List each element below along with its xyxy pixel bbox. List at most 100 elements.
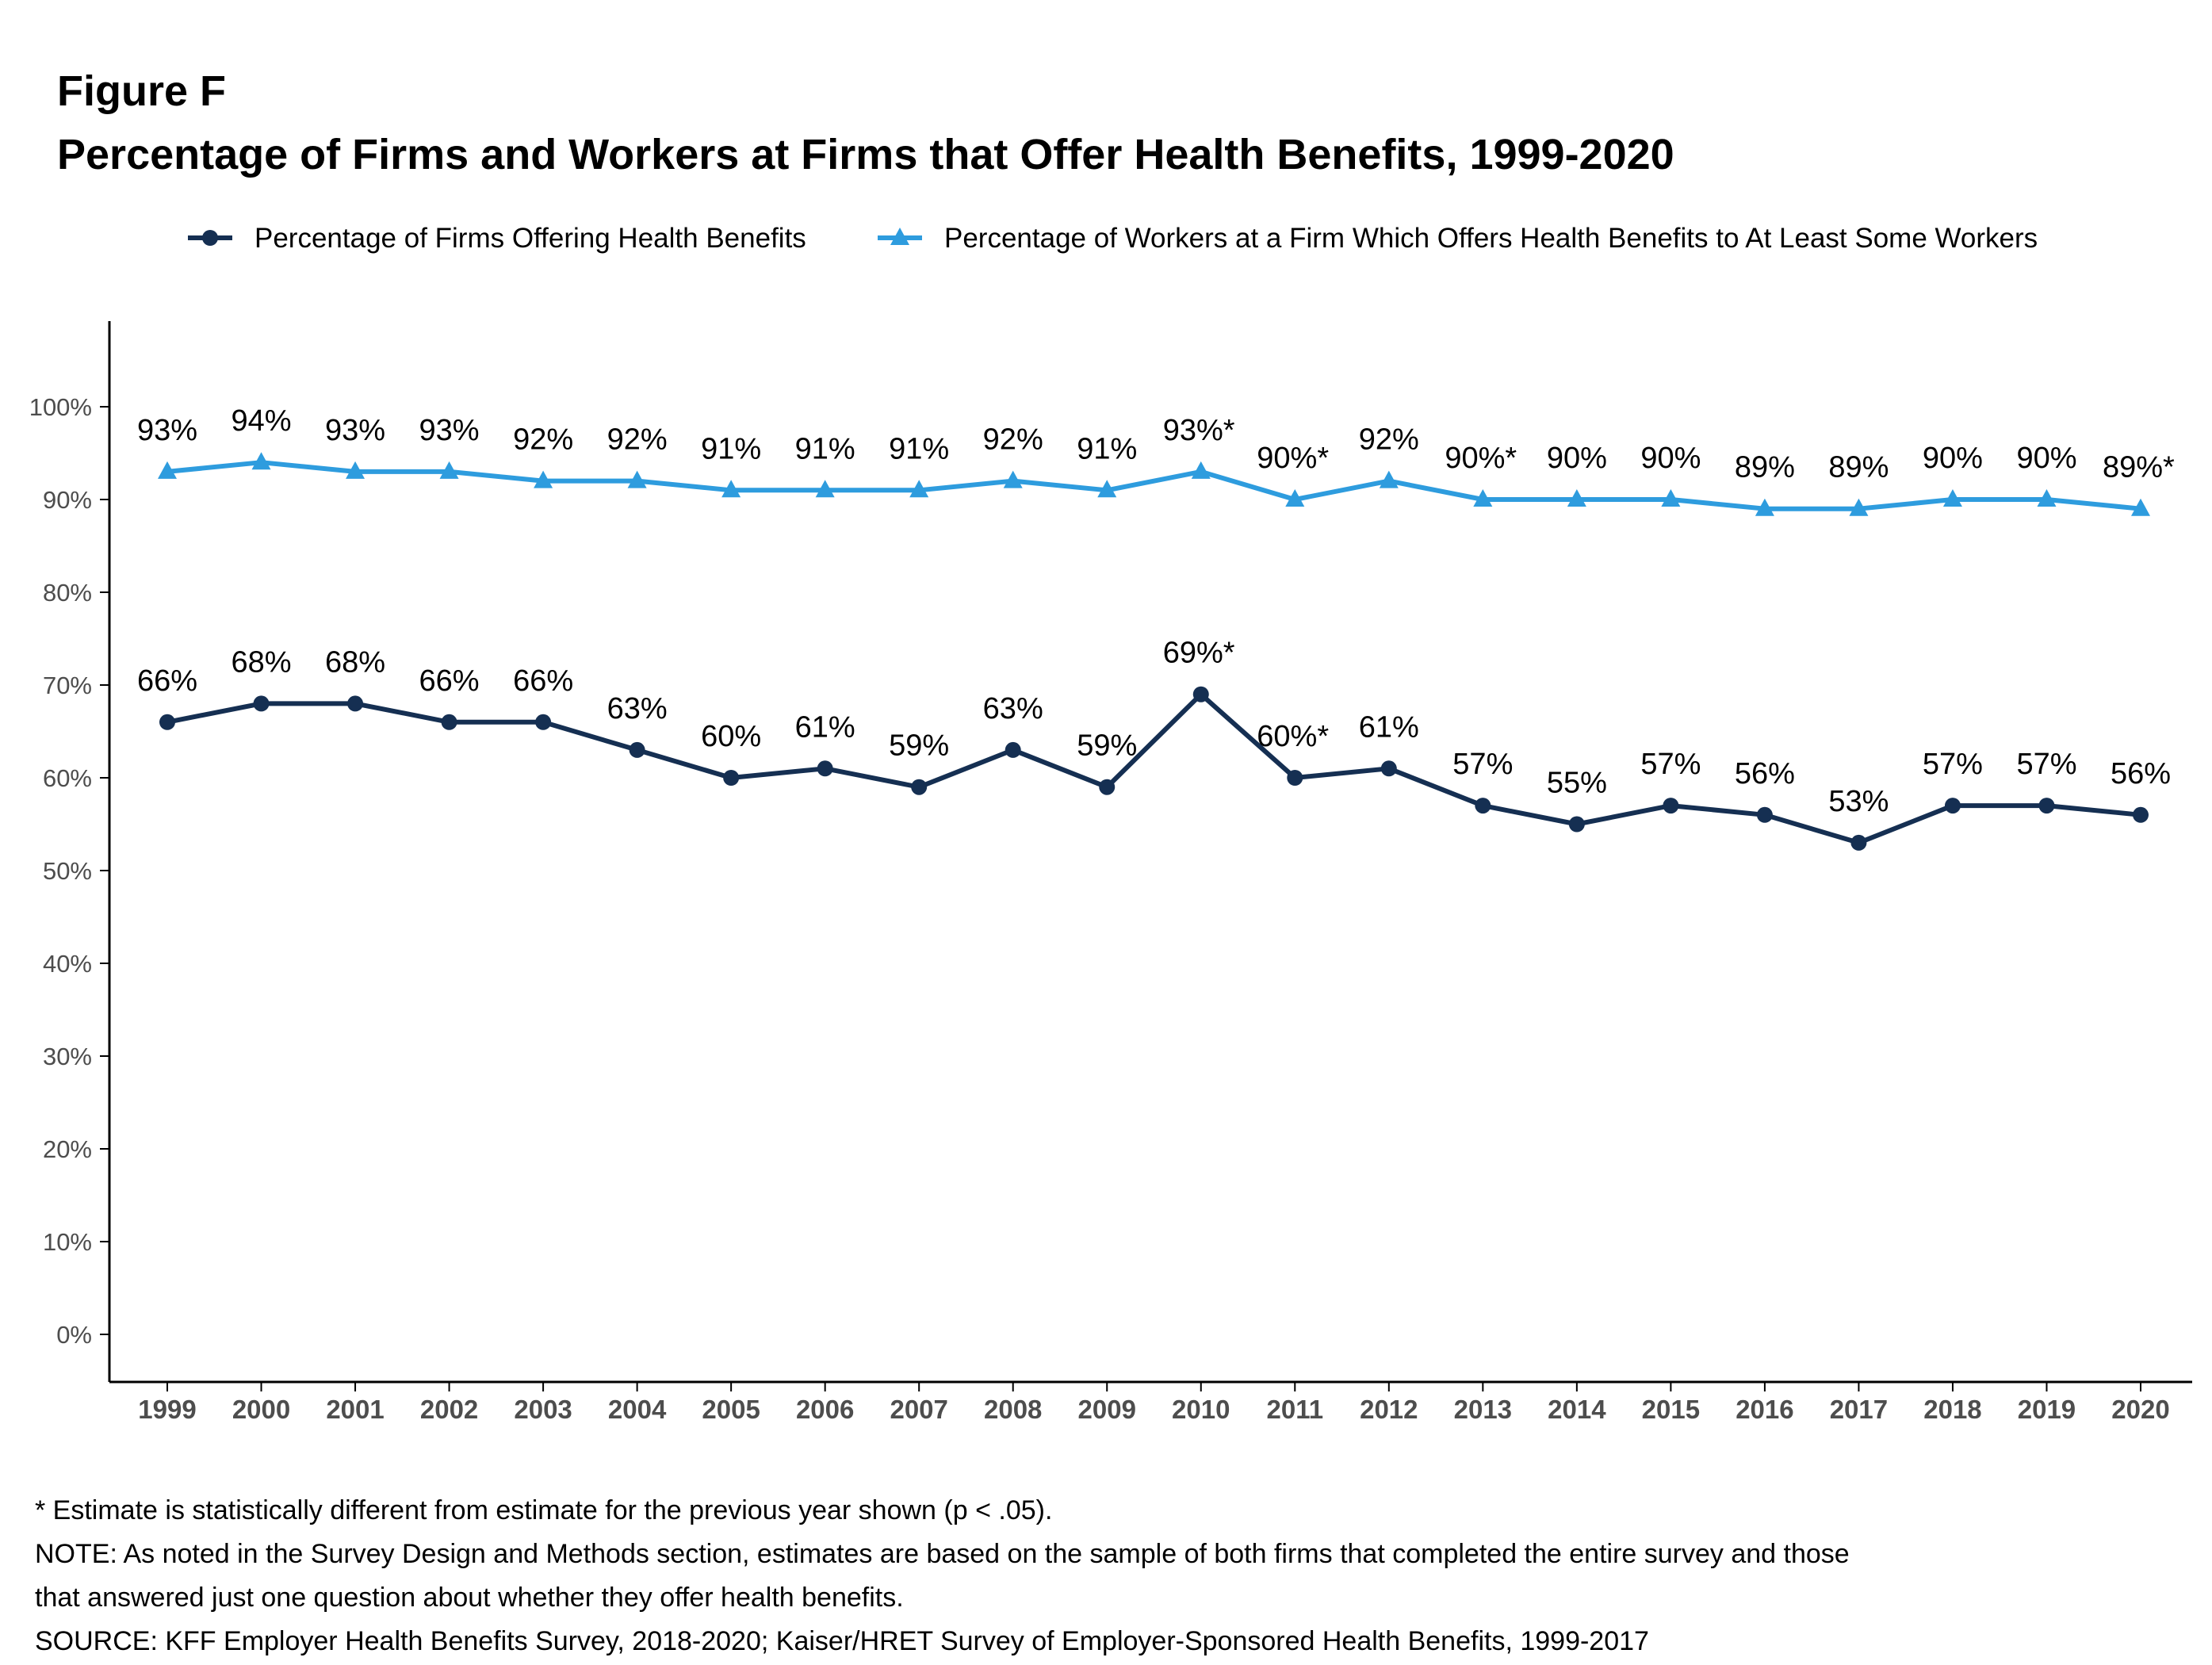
x-tick-label: 2006 bbox=[796, 1395, 854, 1424]
data-point bbox=[2131, 498, 2150, 516]
data-point bbox=[1003, 470, 1023, 488]
data-label: 93%* bbox=[1163, 414, 1235, 447]
data-point bbox=[1191, 461, 1211, 479]
data-point bbox=[1285, 489, 1305, 507]
data-label: 60%* bbox=[1257, 720, 1329, 753]
data-label: 69%* bbox=[1163, 637, 1235, 670]
data-point bbox=[347, 695, 364, 712]
data-label: 93% bbox=[325, 414, 385, 447]
data-point bbox=[441, 714, 457, 730]
data-label: 89% bbox=[1735, 451, 1795, 484]
y-tick-label: 50% bbox=[43, 857, 92, 885]
data-point bbox=[1849, 498, 1869, 516]
data-point bbox=[815, 480, 835, 498]
y-tick-label: 40% bbox=[43, 950, 92, 978]
data-label: 61% bbox=[1359, 710, 1419, 744]
x-tick-label: 2019 bbox=[2018, 1395, 2076, 1424]
data-point bbox=[1755, 498, 1774, 516]
data-point bbox=[1663, 798, 1679, 814]
x-tick-label: 2013 bbox=[1454, 1395, 1512, 1424]
data-point bbox=[535, 714, 552, 730]
data-label: 92% bbox=[607, 423, 668, 457]
figure-label: Figure F bbox=[57, 67, 226, 115]
data-label: 90%* bbox=[1257, 442, 1329, 475]
data-point bbox=[1475, 798, 1491, 814]
x-tick-label: 2012 bbox=[1360, 1395, 1418, 1424]
data-label: 90% bbox=[1923, 442, 1983, 475]
x-tick-label: 2009 bbox=[1078, 1395, 1136, 1424]
series-line-workers bbox=[166, 460, 2141, 511]
data-point bbox=[1850, 834, 1867, 851]
data-labels: 66% 68% 68% 66% 66% 63% 60% 61% 59% 63% 59% 69%* 60%… bbox=[137, 404, 2175, 818]
data-point bbox=[1287, 770, 1303, 786]
x-tick-label: 2003 bbox=[514, 1395, 572, 1424]
data-label: 94% bbox=[231, 404, 291, 438]
data-point bbox=[346, 461, 365, 479]
data-point bbox=[911, 779, 928, 795]
footnotes: * Estimate is statistically different fr… bbox=[35, 1489, 1850, 1663]
data-point bbox=[1380, 760, 1397, 777]
data-label: 91% bbox=[701, 432, 761, 465]
footnote-note: NOTE: As noted in the Survey Design and … bbox=[35, 1539, 1850, 1569]
data-label: 66% bbox=[513, 664, 573, 698]
data-point bbox=[251, 452, 271, 470]
data-label: 92% bbox=[513, 423, 573, 457]
data-point bbox=[1099, 779, 1116, 795]
data-point bbox=[1379, 470, 1399, 488]
data-point bbox=[1661, 489, 1681, 507]
y-tick-label: 80% bbox=[43, 579, 92, 607]
data-label: 55% bbox=[1547, 767, 1607, 800]
data-point bbox=[253, 695, 270, 712]
data-label: 90% bbox=[1547, 442, 1607, 475]
data-point bbox=[1473, 489, 1493, 507]
legend-marker-firms bbox=[202, 230, 218, 246]
line-chart: Percentage of Firms Offering Health Bene… bbox=[29, 223, 2192, 1424]
data-point bbox=[629, 741, 645, 758]
series-line-firms bbox=[166, 691, 2141, 845]
footnote-significance: * Estimate is statistically different fr… bbox=[35, 1495, 1053, 1525]
data-point bbox=[534, 470, 553, 488]
legend-marker-workers bbox=[890, 228, 909, 245]
y-tick-label: 90% bbox=[43, 486, 92, 514]
data-label: 90% bbox=[1640, 442, 1701, 475]
x-tick-label: 2011 bbox=[1266, 1395, 1323, 1424]
footnote-source: SOURCE: KFF Employer Health Benefits Sur… bbox=[35, 1626, 1649, 1656]
x-tick-label: 2005 bbox=[702, 1395, 760, 1424]
legend-label-workers: Percentage of Workers at a Firm Which Of… bbox=[944, 223, 2038, 254]
data-point bbox=[721, 480, 741, 498]
data-label: 93% bbox=[419, 414, 480, 447]
y-tick-label: 20% bbox=[43, 1135, 92, 1163]
data-point bbox=[158, 461, 177, 479]
data-point bbox=[2133, 806, 2149, 823]
data-label: 68% bbox=[231, 645, 291, 679]
data-point bbox=[1005, 741, 1021, 758]
data-label: 93% bbox=[137, 414, 197, 447]
x-tick-label: 2004 bbox=[608, 1395, 667, 1424]
data-label: 56% bbox=[2111, 757, 2171, 790]
data-label: 53% bbox=[1828, 785, 1889, 818]
data-point bbox=[439, 461, 459, 479]
y-tick-label: 70% bbox=[43, 672, 92, 699]
x-tick-label: 2018 bbox=[1923, 1395, 1981, 1424]
data-label: 59% bbox=[889, 729, 949, 763]
legend-label-firms: Percentage of Firms Offering Health Bene… bbox=[254, 223, 806, 254]
x-tick-label: 2002 bbox=[420, 1395, 478, 1424]
data-point bbox=[1192, 686, 1209, 702]
x-tick-label: 2007 bbox=[890, 1395, 947, 1424]
data-label: 68% bbox=[325, 645, 385, 679]
y-tick-label: 100% bbox=[29, 393, 92, 421]
data-point bbox=[2037, 489, 2057, 507]
data-label: 66% bbox=[419, 664, 480, 698]
data-label: 90% bbox=[2016, 442, 2076, 475]
data-point bbox=[1944, 798, 1961, 814]
data-point bbox=[1942, 489, 1962, 507]
x-tick-label: 2001 bbox=[326, 1395, 384, 1424]
x-tick-label: 2010 bbox=[1172, 1395, 1230, 1424]
chart-title: Percentage of Firms and Workers at Firms… bbox=[57, 131, 1674, 178]
data-label: 92% bbox=[1359, 423, 1419, 457]
data-label: 66% bbox=[137, 664, 197, 698]
data-point bbox=[723, 770, 740, 786]
data-label: 57% bbox=[1923, 748, 1983, 781]
data-point bbox=[627, 470, 647, 488]
data-label: 89%* bbox=[2103, 451, 2175, 484]
